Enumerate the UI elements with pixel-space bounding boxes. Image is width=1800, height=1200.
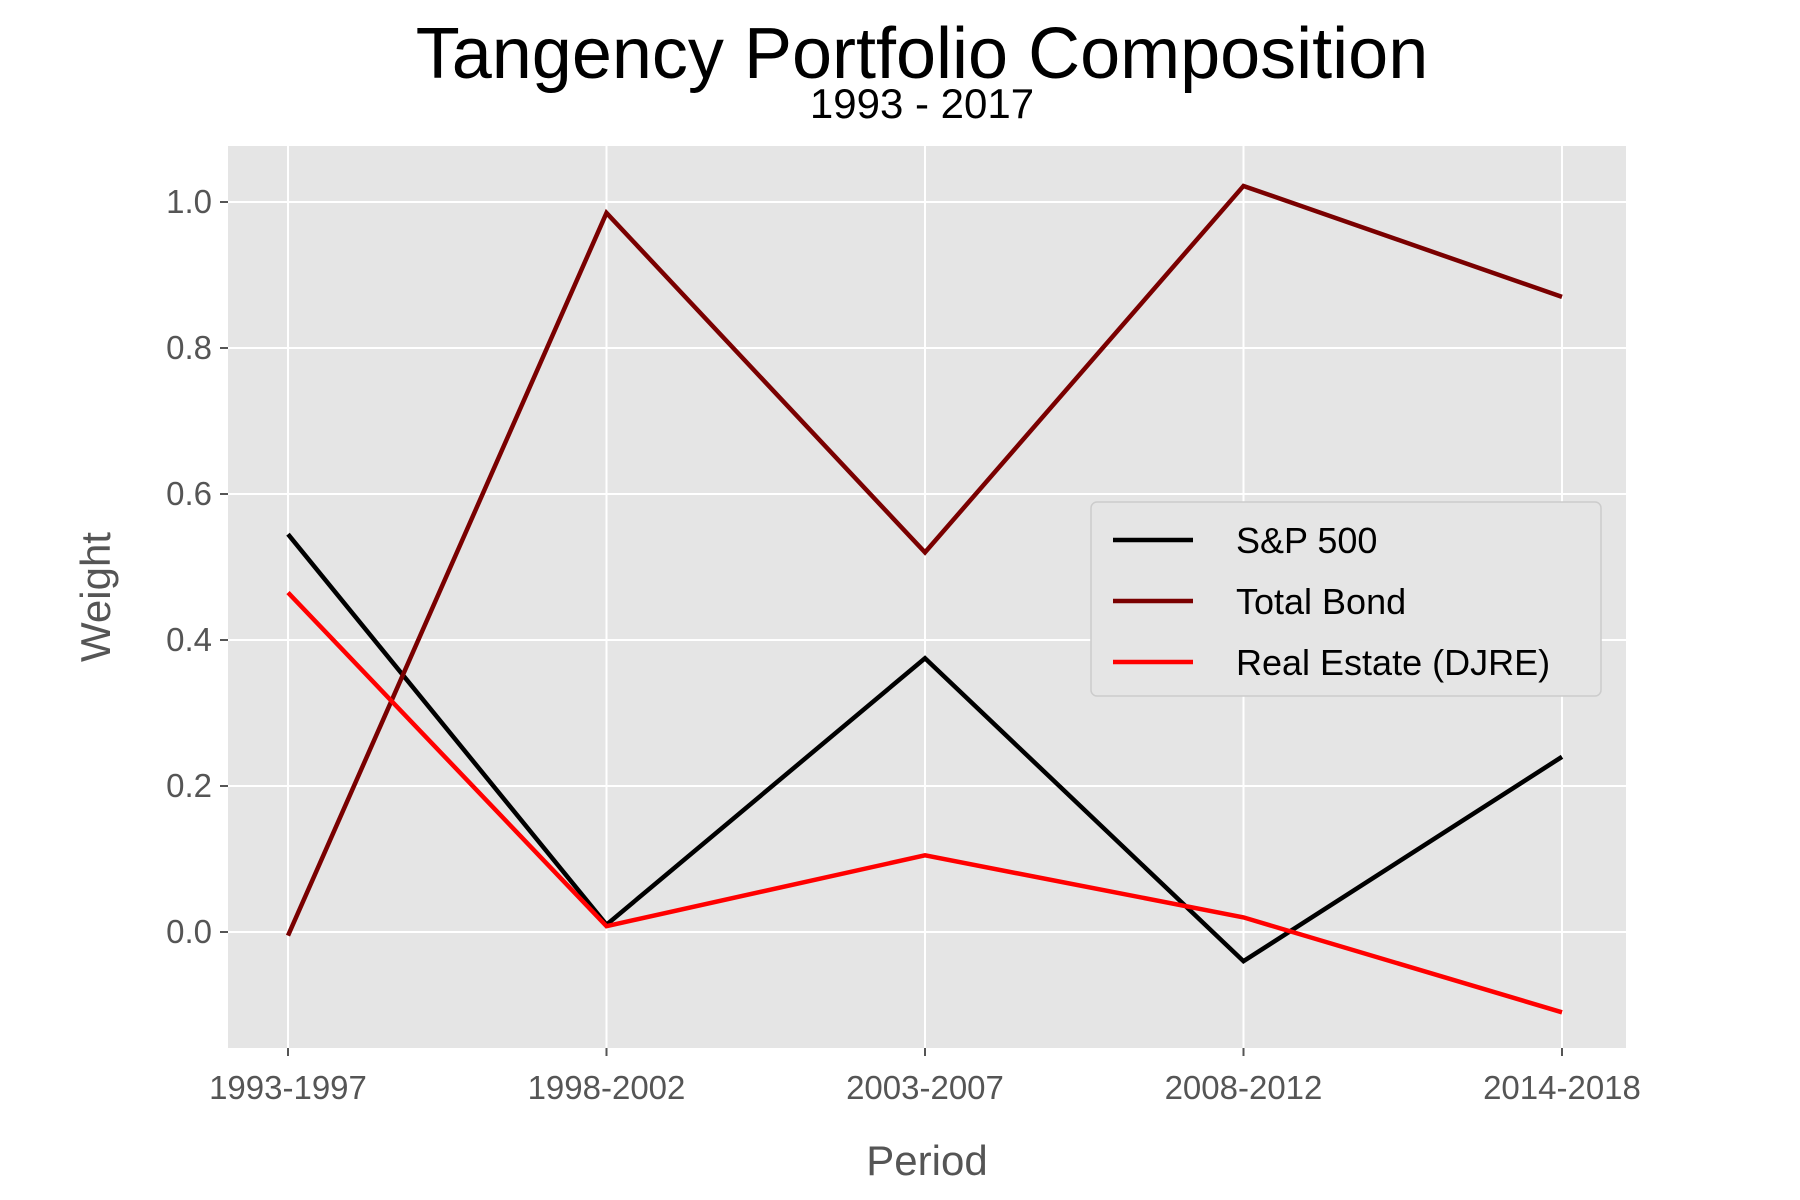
y-tick-label: 0.8 bbox=[166, 329, 212, 366]
x-tick-label: 2008-2012 bbox=[1165, 1069, 1323, 1106]
x-axis-label: Period bbox=[866, 1137, 987, 1184]
series-line-0 bbox=[286, 532, 1564, 965]
legend: S&P 500 Total Bond Real Estate (DJRE) bbox=[1090, 501, 1602, 697]
chart-subtitle: 1993 - 2017 bbox=[810, 80, 1034, 127]
legend-entry: Total Bond bbox=[1236, 581, 1406, 622]
x-tick-label: 1998-2002 bbox=[528, 1069, 686, 1106]
legend-entry: S&P 500 bbox=[1236, 520, 1377, 561]
x-tick-label: 1993-1997 bbox=[209, 1069, 367, 1106]
x-tick-label: 2014-2018 bbox=[1483, 1069, 1641, 1106]
legend-box bbox=[1090, 501, 1602, 697]
y-tick-label: 0.6 bbox=[166, 475, 212, 512]
chart-title: Tangency Portfolio Composition bbox=[416, 14, 1429, 94]
y-tick-label: 0.4 bbox=[166, 621, 212, 658]
y-axis: 0.0 0.2 0.4 0.6 0.8 1.0 bbox=[166, 183, 228, 950]
x-tick-label: 2003-2007 bbox=[846, 1069, 1004, 1106]
y-tick-label: 0.0 bbox=[166, 913, 212, 950]
y-axis-label: Weight bbox=[72, 532, 119, 662]
y-tick-label: 0.2 bbox=[166, 767, 212, 804]
series-lines bbox=[285, 183, 1564, 1015]
legend-entry: Real Estate (DJRE) bbox=[1236, 642, 1550, 683]
x-axis: 1993-1997 1998-2002 2003-2007 2008-2012 2014… bbox=[209, 1048, 1641, 1106]
series-line-1 bbox=[285, 183, 1563, 937]
series-line-2 bbox=[286, 590, 1563, 1015]
y-tick-label: 1.0 bbox=[166, 183, 212, 220]
